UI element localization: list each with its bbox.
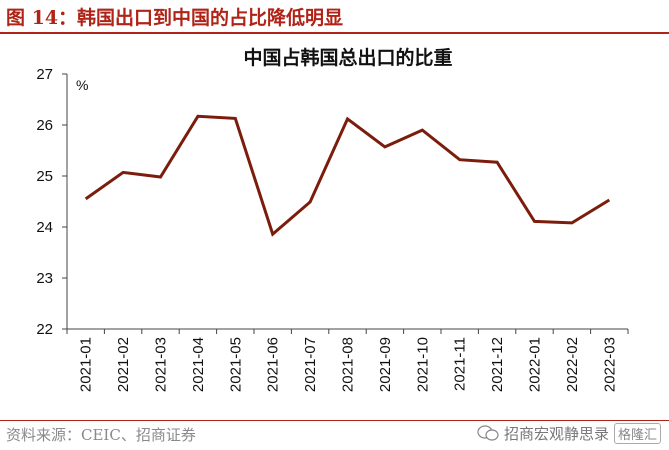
y-tick-label: 27 <box>36 66 53 83</box>
x-tick-label: 2021-02 <box>115 337 132 392</box>
y-tick-label: 24 <box>36 219 53 236</box>
watermark: 招商宏观静思录 格隆汇 <box>477 418 661 448</box>
axes <box>62 73 629 334</box>
chart-title: 中国占韩国总出口的比重 <box>243 46 452 69</box>
figure-header: 图 14：韩国出口到中国的占比降低明显 <box>0 0 669 34</box>
x-tick-label: 2021-07 <box>302 337 319 392</box>
x-tick-label: 2021-09 <box>377 337 394 392</box>
y-tick-label: 23 <box>36 270 53 287</box>
footer-rule <box>0 420 669 421</box>
figure-title: 图 14：韩国出口到中国的占比降低明显 <box>6 7 344 29</box>
watermark-badge: 格隆汇 <box>613 422 661 444</box>
y-tick-label: 26 <box>36 117 53 134</box>
y-axis-unit: % <box>76 77 88 93</box>
source-note: 资料来源：CEIC、招商证券 <box>6 426 196 444</box>
y-tick-label: 22 <box>36 321 53 338</box>
x-tick-label: 2022-01 <box>527 337 544 392</box>
header-rule <box>0 32 669 34</box>
x-tick-label: 2021-01 <box>78 337 95 392</box>
x-tick-label: 2022-02 <box>564 337 581 392</box>
series-line <box>84 114 611 237</box>
x-tick-label: 2021-12 <box>489 337 506 392</box>
x-tick-label: 2021-08 <box>340 337 357 392</box>
x-tick-labels: 2021-01 2021-02 2021-03 2021-04 2021-05 2021-… <box>78 337 619 392</box>
y-tick-label: 25 <box>36 168 53 185</box>
plot-area <box>84 114 611 237</box>
y-tick-labels: 22 23 24 25 26 27 <box>36 66 53 338</box>
x-tick-label: 2021-03 <box>153 337 170 392</box>
x-tick-label: 2021-04 <box>190 337 207 392</box>
x-tick-label: 2021-10 <box>414 337 431 392</box>
x-tick-label: 2021-05 <box>227 337 244 392</box>
x-tick-label: 2022-03 <box>601 337 618 392</box>
x-tick-label: 2021-06 <box>265 337 282 392</box>
x-tick-label: 2021-11 <box>452 337 469 391</box>
watermark-text: 招商宏观静思录 <box>503 424 609 443</box>
wechat-icon <box>477 425 499 441</box>
